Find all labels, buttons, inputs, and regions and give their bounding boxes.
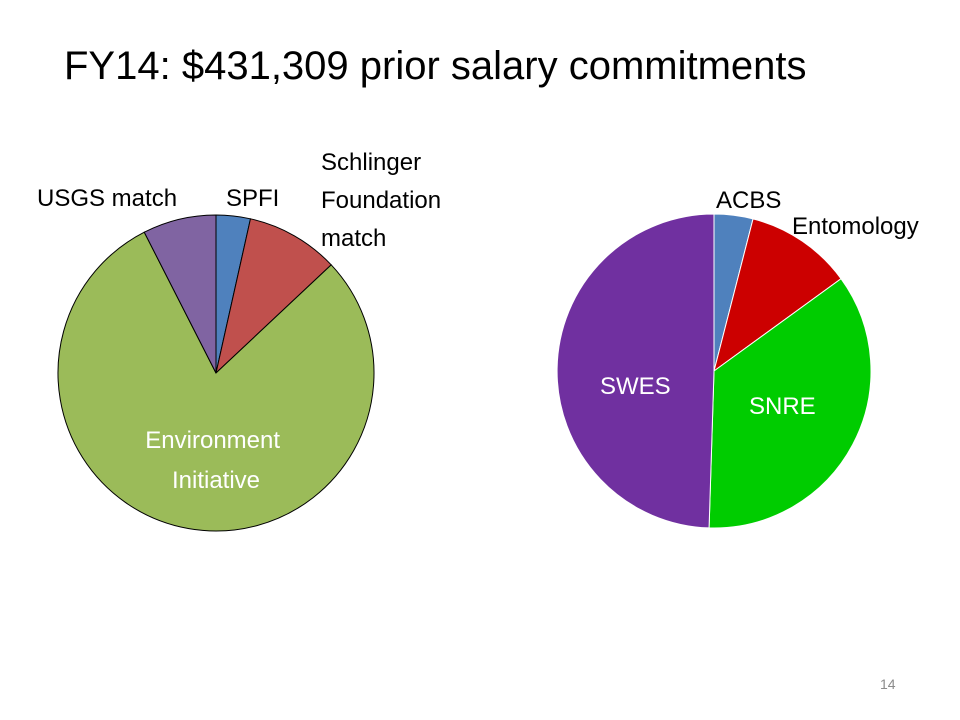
pie-1-slice-snre [708,278,872,529]
slice-label-acbs: ACBS [716,187,781,214]
pie-0-slice-schlinger-foundation-match [215,218,332,375]
pie-1-slice-entomology [713,218,842,373]
slice-label-snre: SNRE [749,393,816,420]
slice-label-swes: SWES [600,373,671,400]
slice-label-entomology: Entomology [792,213,919,240]
pie-0-slice-environment-initiative [57,231,375,532]
slide-title: FY14: $431,309 prior salary commitments [64,44,807,88]
pie-0-slice-usgs-match [143,214,217,374]
slice-label-environment-initiative: Environment Initiative [145,427,286,494]
pie-chart-right [556,213,872,529]
slice-label-usgs-match: USGS match [37,185,177,212]
page-number: 14 [880,676,896,692]
pie-chart-left [57,214,375,532]
slice-label-schlinger: Schlinger Foundation match [321,149,448,252]
slice-label-spfi: SPFI [226,185,279,212]
pie-1-slice-swes [556,213,715,529]
